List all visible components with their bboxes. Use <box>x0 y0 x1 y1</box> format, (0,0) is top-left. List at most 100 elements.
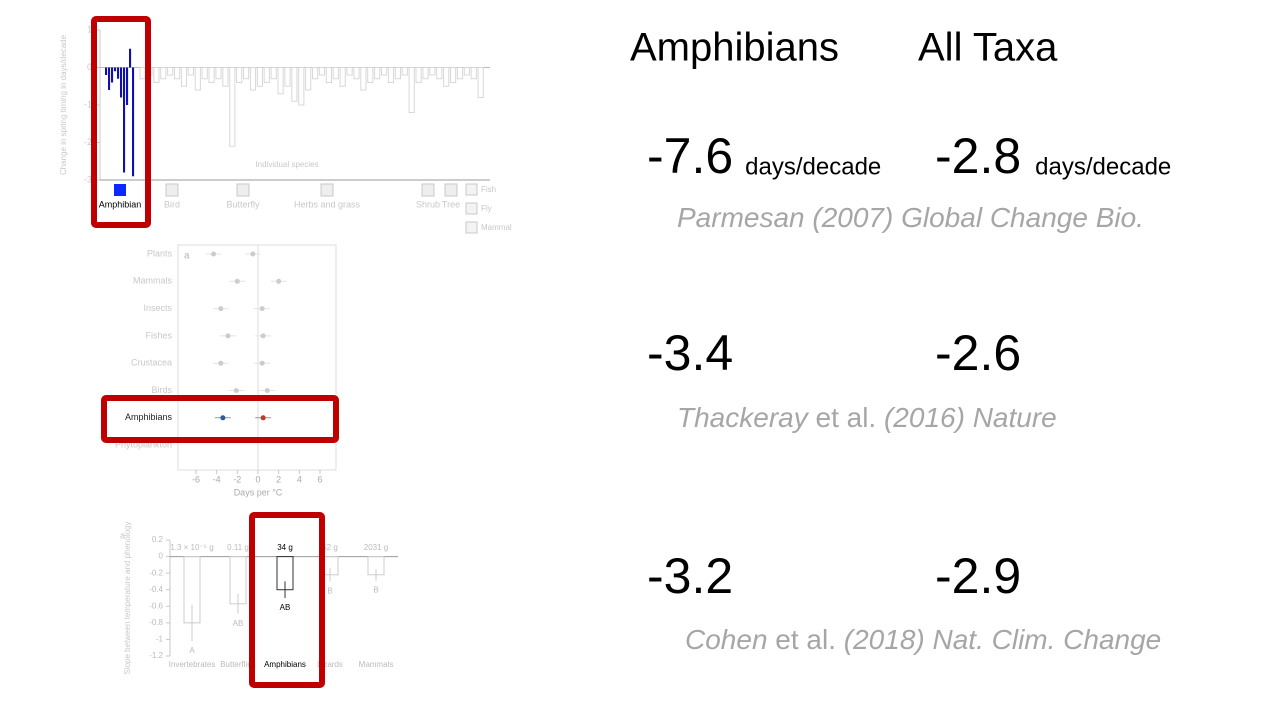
bar <box>463 67 470 76</box>
y-axis-label: Change in spring timing in days/decade <box>59 34 68 175</box>
legend-label: Fish <box>481 185 496 194</box>
panel-label: a <box>184 251 190 262</box>
letter-label: B <box>373 586 378 595</box>
letter-label: AB <box>233 619 244 628</box>
bar <box>422 67 429 80</box>
y-tick-label: -0.8 <box>149 618 163 627</box>
unit: days/decade <box>1035 153 1171 180</box>
y-tick-label: -1.2 <box>149 651 163 660</box>
bar <box>108 67 111 90</box>
bar <box>229 67 236 147</box>
bar <box>318 67 326 76</box>
y-tick-label: 1 <box>87 24 92 34</box>
bar <box>284 67 291 87</box>
bar <box>394 67 401 80</box>
category-label: Fishes <box>145 330 172 340</box>
bar <box>256 67 263 87</box>
bar <box>201 67 208 80</box>
amphibian-value: -7.6 <box>647 128 733 184</box>
category-label: Invertebrates <box>169 660 216 669</box>
highlight-box <box>249 512 325 688</box>
bar <box>249 67 257 91</box>
bar <box>117 67 120 79</box>
point <box>225 333 231 339</box>
bar <box>408 67 415 113</box>
bar <box>129 48 132 68</box>
point <box>276 278 282 284</box>
bar <box>367 67 374 83</box>
bar <box>401 67 408 76</box>
category-label: Phytoplankton <box>115 439 172 449</box>
point <box>250 251 256 257</box>
citation-part: et al. <box>768 624 844 655</box>
bar <box>111 67 114 83</box>
bar <box>436 67 443 80</box>
point <box>260 415 266 421</box>
bar <box>215 67 222 80</box>
mass-label: 34 g <box>277 543 293 552</box>
legend-label: Bird <box>164 199 180 209</box>
x-tick-label: -6 <box>192 474 200 484</box>
bar <box>291 67 298 102</box>
y-tick-label: 0 <box>159 552 164 561</box>
bar <box>312 67 319 80</box>
y-tick-label: -1 <box>156 635 164 644</box>
x-tick-label: 2 <box>276 474 281 484</box>
bar <box>270 67 277 80</box>
bar <box>114 67 117 72</box>
panel-label: a <box>120 530 125 540</box>
bar <box>443 67 450 87</box>
x-axis-label: Days per °C <box>234 487 283 497</box>
category-label: Butterflies <box>220 660 256 669</box>
legend-swatch <box>114 184 126 196</box>
bar <box>243 67 250 80</box>
legend-label: Fly <box>481 204 492 213</box>
legend-label: Shrub <box>416 199 440 209</box>
category-label: Crustacea <box>131 358 172 368</box>
category-label: Lizards <box>317 660 343 669</box>
all-taxa-value: -2.8 <box>935 128 1021 184</box>
letter-label: A <box>189 646 195 655</box>
bar <box>381 67 388 76</box>
x-axis-label: Individual species <box>255 160 318 169</box>
column-header: Amphibians <box>630 26 839 70</box>
x-tick-label: 6 <box>317 474 322 484</box>
point <box>260 333 266 339</box>
citation-part: Cohen <box>685 624 768 655</box>
bar <box>305 67 312 91</box>
y-tick-label: -2 <box>84 137 92 147</box>
legend-label: Butterfly <box>226 199 260 209</box>
legend-swatch <box>444 183 458 197</box>
legend-swatch <box>465 183 478 196</box>
bar <box>120 67 123 98</box>
legend-swatch <box>320 183 334 197</box>
citation: Cohen et al. (2018) Nat. Clim. Change <box>685 624 1161 655</box>
citation-part: et al. <box>808 402 884 433</box>
bar <box>477 67 484 98</box>
x-tick-label: -2 <box>233 474 241 484</box>
legend-label: Tree <box>442 199 460 209</box>
bar <box>415 67 422 83</box>
bar <box>263 67 270 83</box>
point <box>259 360 265 366</box>
x-tick-label: 4 <box>297 474 302 484</box>
y-tick-label: -0.4 <box>149 585 163 594</box>
legend-label: Mammal <box>481 223 512 232</box>
bar <box>360 67 367 91</box>
category-label: Insects <box>143 303 172 313</box>
category-label: Mammals <box>133 276 173 286</box>
letter-label: AB <box>280 603 291 612</box>
amphibian-value: -3.4 <box>647 325 733 381</box>
category-label: Plants <box>147 248 173 258</box>
mass-label: 2031 g <box>364 543 388 552</box>
bar <box>332 67 339 80</box>
bar <box>153 67 160 83</box>
bar <box>174 67 181 80</box>
x-tick-label: 0 <box>255 474 260 484</box>
bar <box>450 67 457 83</box>
all-taxa-value: -2.9 <box>935 548 1021 604</box>
bar <box>429 67 436 76</box>
bar <box>187 67 194 76</box>
y-tick-label: -0.6 <box>149 601 163 610</box>
